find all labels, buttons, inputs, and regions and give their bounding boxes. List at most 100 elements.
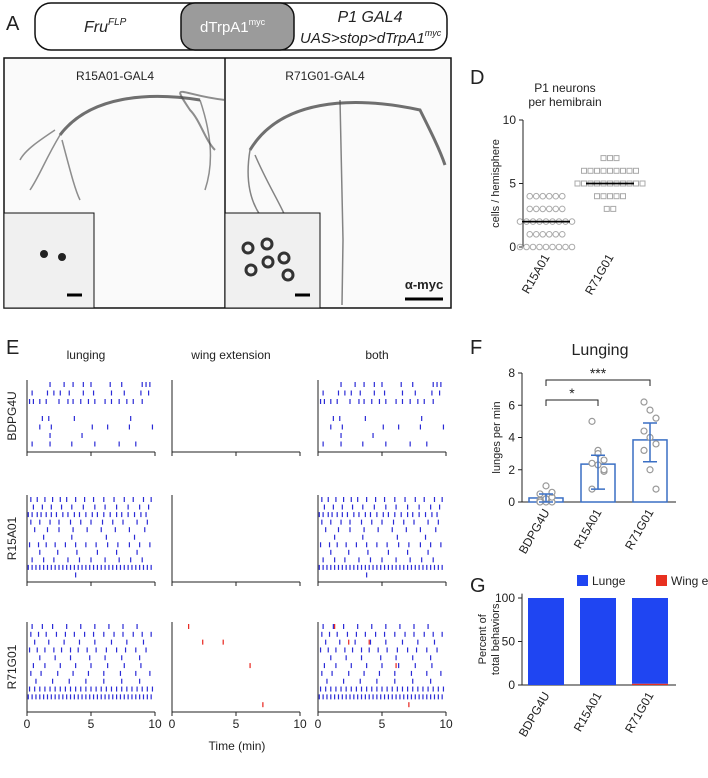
y-tick-label: 0 — [508, 495, 515, 509]
point — [610, 205, 617, 212]
point — [640, 398, 648, 406]
error-bar — [643, 422, 657, 463]
y-tick-label: 2 — [508, 463, 515, 477]
row-label: R15A01 — [5, 516, 19, 560]
y-tick-label: 4 — [508, 431, 515, 445]
x-tick-label: 0 — [24, 717, 31, 731]
panel-label: G — [470, 575, 486, 597]
point — [542, 243, 550, 251]
chart-title: per hemibrain — [528, 95, 601, 109]
schematic-text: dTrpA1myc — [200, 17, 266, 36]
point — [587, 167, 594, 174]
x-tick-label: R15A01 — [571, 506, 605, 551]
point — [640, 427, 648, 435]
point — [562, 243, 569, 251]
point — [523, 243, 530, 251]
panel-label: F — [470, 337, 482, 359]
stain-label: α-myc — [405, 277, 443, 292]
point — [532, 205, 540, 213]
point — [526, 231, 534, 238]
x-tick-label: 5 — [88, 717, 95, 731]
y-axis-label: Percent of — [477, 613, 489, 664]
point — [545, 231, 553, 238]
point — [539, 205, 547, 213]
y-axis-label: lunges per min — [491, 401, 503, 473]
panel-label: E — [6, 337, 19, 359]
significance-label: *** — [590, 365, 607, 381]
bar-segment — [632, 683, 668, 685]
significance-bracket — [545, 379, 651, 386]
point — [600, 155, 607, 162]
x-tick-label: R15A01 — [519, 251, 553, 296]
point — [620, 167, 626, 174]
point — [542, 482, 550, 490]
point — [646, 466, 654, 474]
y-axis-label: cells / hemisphere — [490, 139, 502, 228]
point — [558, 231, 566, 238]
error-bar — [539, 493, 553, 503]
x-tick-label: 5 — [379, 717, 386, 731]
point — [516, 243, 524, 251]
schematic-text: UAS>stop>dTrpA1myc — [300, 28, 442, 47]
y-tick-label: 8 — [508, 366, 515, 380]
point — [613, 155, 620, 162]
point — [558, 205, 566, 213]
point — [581, 180, 587, 187]
x-tick-label: BDPG4U — [516, 690, 553, 740]
legend-swatch — [577, 575, 588, 586]
x-tick-label: 10 — [293, 717, 307, 731]
row-label: R71G01 — [5, 644, 19, 689]
panel-label: D — [470, 67, 484, 89]
text: Fru — [84, 19, 108, 36]
point — [607, 167, 613, 174]
x-tick-label: BDPG4U — [516, 507, 553, 557]
point — [539, 192, 547, 200]
x-tick-label: 10 — [148, 717, 162, 731]
x-tick-label: 0 — [169, 717, 176, 731]
point — [568, 243, 576, 251]
bar-segment — [632, 598, 668, 684]
inset — [3, 212, 95, 309]
cell — [40, 250, 48, 258]
point — [600, 193, 607, 200]
schematic-text: P1 GAL4 — [338, 9, 403, 26]
point — [600, 456, 608, 464]
point — [613, 167, 620, 174]
point — [545, 192, 553, 200]
neurite — [248, 101, 447, 166]
point — [588, 417, 596, 425]
image-title: R71G01-GAL4 — [285, 69, 365, 83]
point — [633, 180, 639, 187]
y-tick-label: 6 — [508, 398, 515, 412]
point — [552, 231, 560, 238]
row-label: BDPG4U — [5, 391, 19, 440]
significance-label: * — [569, 385, 575, 401]
middle-box — [180, 2, 295, 51]
point — [633, 167, 639, 174]
point — [652, 485, 660, 493]
legend-label: Lunge — [592, 574, 626, 588]
point — [545, 205, 553, 213]
chart-title: Lunging — [572, 342, 629, 359]
point — [516, 218, 524, 225]
y-tick-label: 10 — [503, 113, 517, 127]
superscript: myc — [425, 28, 442, 38]
point — [640, 446, 648, 454]
point — [652, 414, 660, 422]
point — [626, 167, 633, 174]
point — [549, 243, 556, 251]
point — [646, 406, 654, 414]
bar-segment — [580, 598, 616, 685]
neurite — [19, 129, 81, 201]
cells — [241, 237, 295, 282]
point — [552, 205, 560, 213]
point — [639, 180, 646, 187]
panel-label: A — [6, 13, 20, 35]
point — [600, 167, 607, 174]
superscript: myc — [249, 17, 266, 27]
y-tick-label: 100 — [495, 591, 515, 605]
y-tick-label: 0 — [508, 678, 515, 692]
legend-swatch — [656, 575, 667, 586]
schematic: FruFLP dTrpA1myc P1 GAL4 UAS>stop>dTrpA1… — [34, 2, 448, 51]
point — [594, 193, 600, 200]
